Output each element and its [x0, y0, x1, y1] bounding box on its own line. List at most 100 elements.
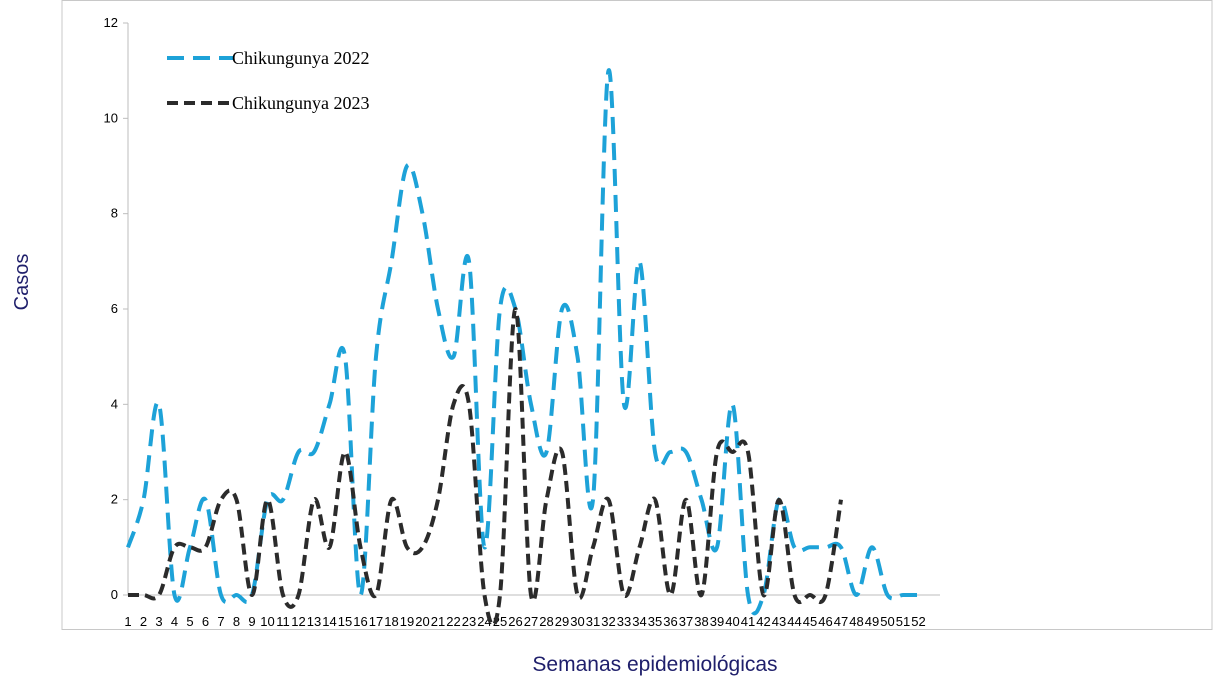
x-tick-label: 35: [648, 614, 662, 629]
series-2-point: [778, 498, 781, 501]
x-tick-label: 44: [787, 614, 801, 629]
x-tick-label: 10: [260, 614, 274, 629]
series-2-point: [158, 594, 161, 597]
x-tick-label: 22: [446, 614, 460, 629]
series-2-point: [731, 451, 734, 454]
x-tick-label: 1: [124, 614, 131, 629]
series-2-point: [220, 498, 223, 501]
series-2-point: [530, 594, 533, 597]
x-tick-label: 29: [555, 614, 569, 629]
series-2-point: [685, 498, 688, 501]
series-1-point: [468, 260, 471, 263]
series-1-point: [390, 260, 393, 263]
series-2-point: [514, 308, 517, 311]
series-1-point: [313, 451, 316, 454]
series-1-point: [685, 451, 688, 454]
legend-label-1: Chikungunya 2022: [232, 48, 370, 68]
x-tick-label: 38: [694, 614, 708, 629]
series-1-point: [483, 546, 486, 549]
x-tick-label: 7: [217, 614, 224, 629]
x-tick-label: 16: [353, 614, 367, 629]
series-1-point: [654, 451, 657, 454]
series-2-point: [297, 594, 300, 597]
x-tick-label: 26: [508, 614, 522, 629]
series-1-point: [282, 498, 285, 501]
series-2-point: [406, 546, 409, 549]
series-2-point: [390, 498, 393, 501]
series-1-point: [437, 308, 440, 311]
series-1-point: [855, 594, 858, 597]
series-1-point: [561, 308, 564, 311]
x-tick-label: 5: [186, 614, 193, 629]
x-tick-label: 39: [710, 614, 724, 629]
series-2-point: [623, 594, 626, 597]
series-2-point: [204, 546, 207, 549]
x-tick-label: 2: [140, 614, 147, 629]
series-2-point: [561, 451, 564, 454]
series-1-point: [297, 451, 300, 454]
x-tick-label: 30: [570, 614, 584, 629]
series-2-point: [189, 546, 192, 549]
series-1-point: [840, 546, 843, 549]
series-1-point: [669, 451, 672, 454]
plot-frame: [61, 0, 1213, 630]
series-1-point: [235, 594, 238, 597]
y-tick-label: 12: [104, 15, 118, 30]
series-2-point: [421, 546, 424, 549]
x-tick-label: 12: [291, 614, 305, 629]
x-tick-label: 33: [617, 614, 631, 629]
series-1-point: [824, 546, 827, 549]
series-2-point: [716, 451, 719, 454]
series-2-point: [452, 403, 455, 406]
x-tick-label: 51: [896, 614, 910, 629]
x-tick-label: 32: [601, 614, 615, 629]
legend-label-2: Chikungunya 2023: [232, 93, 370, 113]
y-tick-label: 4: [111, 396, 118, 411]
series-2-point: [127, 594, 130, 597]
x-tick-label: 52: [911, 614, 925, 629]
x-tick-label: 43: [772, 614, 786, 629]
series-1-point: [747, 594, 750, 597]
x-tick-label: 40: [725, 614, 739, 629]
x-tick-label: 9: [248, 614, 255, 629]
x-tick-label: 11: [276, 614, 290, 629]
y-axis-title: Casos: [11, 254, 33, 311]
series-2-point: [344, 451, 347, 454]
x-tick-label: 21: [431, 614, 445, 629]
series-2-point: [359, 546, 362, 549]
series-2-point: [576, 594, 579, 597]
series-1-point: [545, 451, 548, 454]
series-1-point: [886, 594, 889, 597]
x-tick-label: 6: [202, 614, 209, 629]
series-1-point: [359, 594, 362, 597]
series-1-point: [421, 212, 424, 215]
series-2-point: [840, 498, 843, 501]
series-1-point: [158, 403, 161, 406]
x-tick-label: 13: [307, 614, 321, 629]
legend: Chikungunya 2022 Chikungunya 2023: [167, 48, 370, 113]
series-2-point: [638, 546, 641, 549]
series-1-point: [576, 355, 579, 358]
series-1-point: [623, 403, 626, 406]
x-tick-label: 48: [849, 614, 863, 629]
series-1-point: [809, 546, 812, 549]
x-tick-label: 41: [741, 614, 755, 629]
series-1-point: [406, 165, 409, 168]
series-2-point: [266, 498, 269, 501]
x-tick-label: 46: [818, 614, 832, 629]
x-tick-label: 34: [632, 614, 646, 629]
series-1-point: [607, 69, 610, 72]
series-1-point: [452, 355, 455, 358]
series-lines: [126, 68, 920, 627]
x-tick-label: 4: [171, 614, 178, 629]
series-1-point: [917, 594, 920, 597]
series-2-point: [313, 498, 316, 501]
y-tick-label: 6: [111, 301, 118, 316]
series-2-point: [824, 594, 827, 597]
series-line-2: [128, 307, 843, 627]
series-2-point: [607, 498, 610, 501]
series-1-point: [127, 546, 130, 549]
x-tick-label: 28: [539, 614, 553, 629]
